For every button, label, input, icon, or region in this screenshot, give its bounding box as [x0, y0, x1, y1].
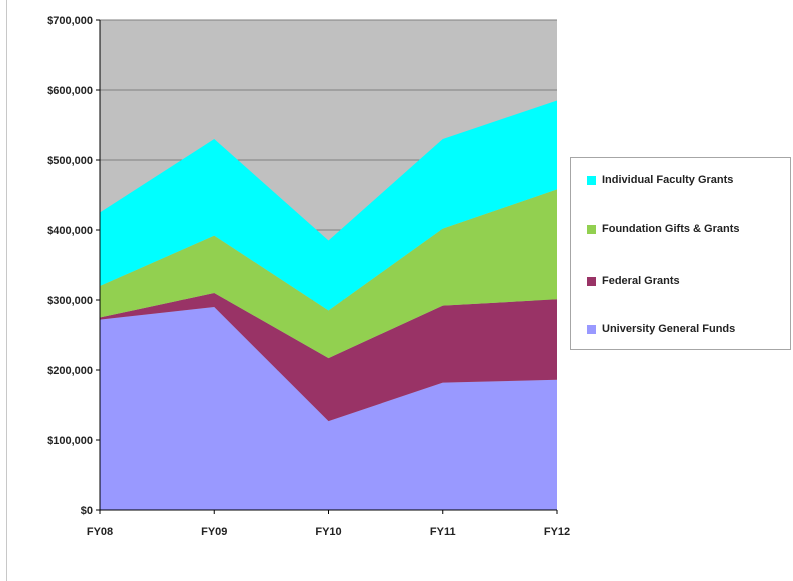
- area-federal-grants: [100, 293, 557, 422]
- y-axis-tick-labels: $0 $100,000 $200,000 $300,000 $400,000 $500,0…: [47, 15, 93, 517]
- y-tick-label: $400,000: [47, 225, 93, 237]
- x-tick-label: FY09: [201, 526, 227, 538]
- y-tick-label: $0: [81, 505, 93, 517]
- legend-label: Foundation Gifts & Grants: [602, 223, 740, 235]
- legend-label: Individual Faculty Grants: [602, 174, 734, 186]
- y-tick-label: $700,000: [47, 15, 93, 27]
- legend: Individual Faculty Grants Foundation Gift…: [570, 157, 791, 350]
- x-tick-label: FY12: [544, 526, 570, 538]
- y-tick-label: $100,000: [47, 435, 93, 447]
- y-tick-label: $300,000: [47, 295, 93, 307]
- y-tick-label: $200,000: [47, 365, 93, 377]
- area-foundation-gifts-grants: [100, 189, 557, 359]
- x-tick-label: FY08: [87, 526, 113, 538]
- legend-label: Federal Grants: [602, 275, 680, 287]
- y-tick-label: $500,000: [47, 155, 93, 167]
- legend-item: Foundation Gifts & Grants: [587, 221, 740, 237]
- y-tick-label: $600,000: [47, 85, 93, 97]
- axes: [96, 19, 558, 514]
- x-axis-tick-labels: FY08 FY09 FY10 FY11 FY12: [87, 526, 570, 538]
- legend-swatch: [587, 224, 596, 234]
- legend-item: Individual Faculty Grants: [587, 172, 733, 188]
- legend-label: University General Funds: [602, 323, 736, 335]
- area-university-general-funds: [100, 307, 557, 510]
- legend-swatch: [587, 276, 596, 286]
- frame-border-line: [6, 0, 7, 581]
- x-tick-label: FY11: [430, 526, 456, 538]
- legend-swatch: [587, 324, 596, 334]
- legend-item: Federal Grants: [587, 273, 680, 289]
- x-tick-label: FY10: [315, 526, 341, 538]
- area-individual-faculty-grants: [100, 100, 557, 311]
- legend-swatch: [587, 175, 596, 185]
- legend-item: University General Funds: [587, 321, 735, 337]
- area-series-group: [100, 100, 557, 510]
